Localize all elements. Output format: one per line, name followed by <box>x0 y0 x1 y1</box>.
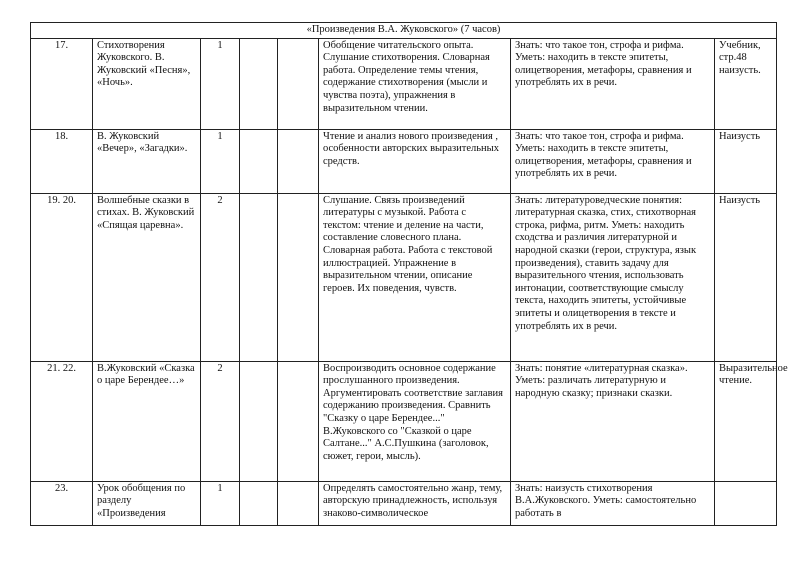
lesson-plan-table: «Произведения В.А. Жуковского» (7 часов)… <box>30 22 788 526</box>
date-plan <box>239 360 278 482</box>
homework: Наизусть <box>714 192 777 362</box>
lesson-number: 21. 22. <box>30 360 93 482</box>
homework: Наизусть <box>714 128 777 194</box>
homework: Учебник, стр.48 наизусть. <box>714 37 777 130</box>
skills-requirements: Знать: что такое тон, строфа и рифма. Ум… <box>510 128 715 194</box>
lesson-number: 19. 20. <box>30 192 93 362</box>
date-plan <box>239 480 278 526</box>
section-title: «Произведения В.А. Жуковского» (7 часов) <box>30 22 777 39</box>
hours-count: 2 <box>200 192 240 362</box>
hours-count: 2 <box>200 360 240 482</box>
hours-count: 1 <box>200 128 240 194</box>
skills-requirements: Знать: литературоведческие понятия: лите… <box>510 192 715 362</box>
table-row: 18. В. Жуковский «Вечер», «Загадки». 1 Чтен… <box>30 128 777 194</box>
activity-description: Обобщение читательского опыта. Слушание … <box>318 37 511 130</box>
table-row: 19. 20. Волшебные сказки в стихах. В. Жук… <box>30 192 777 362</box>
activity-description: Воспроизводить основное содержание просл… <box>318 360 511 482</box>
hours-count: 1 <box>200 480 240 526</box>
lesson-topic: Стихотворения Жуковского. В. Жуковский «… <box>92 37 201 130</box>
lesson-number: 17. <box>30 37 93 130</box>
date-plan <box>239 128 278 194</box>
date-plan <box>239 37 278 130</box>
date-fact <box>277 480 319 526</box>
hours-count: 1 <box>200 37 240 130</box>
activity-description: Слушание. Связь произведений литературы … <box>318 192 511 362</box>
date-fact <box>277 192 319 362</box>
activity-description: Чтение и анализ нового произведения , ос… <box>318 128 511 194</box>
lesson-topic: Волшебные сказки в стихах. В. Жуковский … <box>92 192 201 362</box>
table-row: 23. Урок обобщения по разделу «Произведен… <box>30 480 777 526</box>
lesson-topic: В. Жуковский «Вечер», «Загадки». <box>92 128 201 194</box>
lesson-topic: Урок обобщения по разделу «Произведения <box>92 480 201 526</box>
homework <box>714 480 777 526</box>
lesson-topic: В.Жуковский «Сказка о царе Берендее…» <box>92 360 201 482</box>
date-plan <box>239 192 278 362</box>
skills-requirements: Знать: понятие «литературная сказка». Ум… <box>510 360 715 482</box>
lesson-number: 23. <box>30 480 93 526</box>
date-fact <box>277 37 319 130</box>
lesson-number: 18. <box>30 128 93 194</box>
activity-description: Определять самостоятельно жанр, тему, ав… <box>318 480 511 526</box>
table-row: 17. Стихотворения Жуковского. В. Жуковски… <box>30 37 777 130</box>
date-fact <box>277 360 319 482</box>
date-fact <box>277 128 319 194</box>
homework: Выразительное чтение. <box>714 360 788 482</box>
table-row: 21. 22. В.Жуковский «Сказка о царе Беренд… <box>30 360 788 482</box>
skills-requirements: Знать: наизусть стихотворения В.А.Жуковс… <box>510 480 715 526</box>
skills-requirements: Знать: что такое тон, строфа и рифма. Ум… <box>510 37 715 130</box>
